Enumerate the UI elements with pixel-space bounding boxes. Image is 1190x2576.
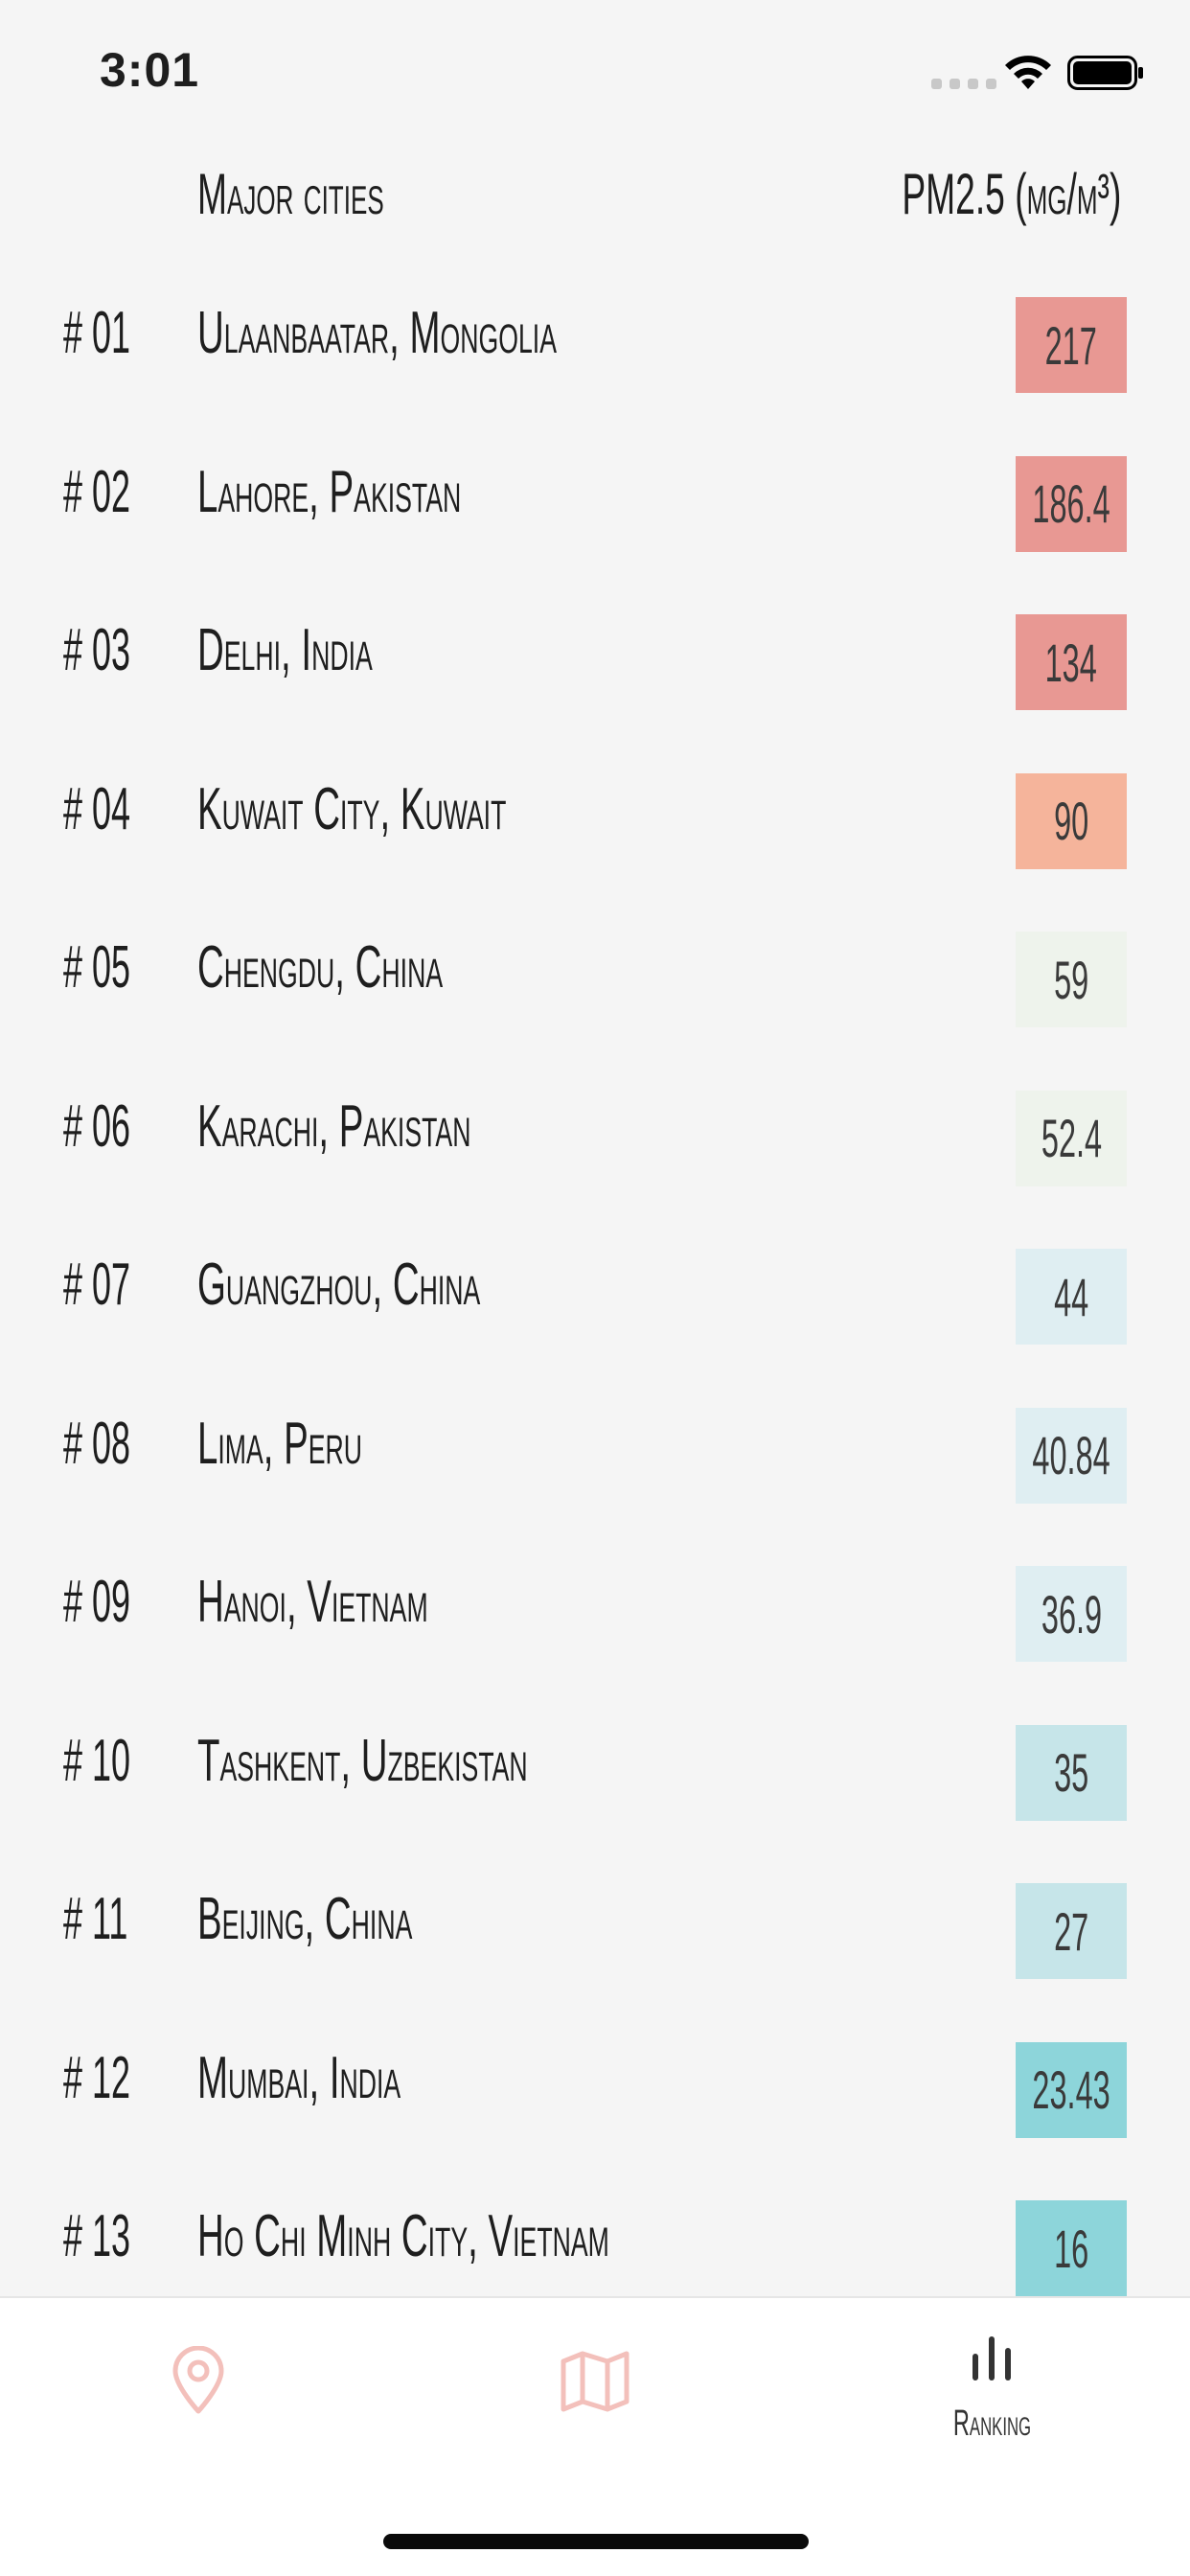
rank-number: # 03	[63, 617, 130, 683]
tab-ranking[interactable]: Ranking	[793, 2298, 1190, 2490]
city-name: Karachi, Pakistan	[197, 1092, 471, 1160]
cellular-signal-icon	[931, 79, 996, 89]
pm25-badge: 27	[1016, 1883, 1127, 1979]
pm25-value: 36.9	[1041, 1583, 1102, 1644]
pm25-value: 23.43	[1032, 2059, 1110, 2120]
pm25-value: 40.84	[1032, 1425, 1110, 1485]
pm25-badge: 35	[1016, 1724, 1127, 1821]
wifi-icon	[1005, 56, 1051, 89]
list-header: Major cities PM2.5 (μg/m³)	[0, 153, 1190, 240]
pm25-value: 90	[1053, 791, 1089, 851]
bar-chart-icon	[973, 2336, 1011, 2380]
city-name: Ulaanbaatar, Mongolia	[197, 300, 557, 366]
rank-number: # 09	[63, 1569, 130, 1635]
city-name: Ho Chi Minh City, Vietnam	[197, 2203, 609, 2269]
location-pin-icon	[172, 2346, 224, 2414]
rank-number: # 05	[63, 934, 130, 1000]
city-name: Hanoi, Vietnam	[197, 1569, 428, 1635]
pm25-value: 27	[1053, 1900, 1089, 1962]
city-name: Tashkent, Uzbekistan	[197, 1727, 528, 1794]
rank-number: # 10	[63, 1727, 130, 1794]
ranking-row[interactable]: # 03 Delhi, India 134	[0, 566, 1190, 725]
rank-number: # 02	[63, 458, 130, 525]
battery-icon	[1067, 56, 1143, 90]
pm25-value: 186.4	[1032, 473, 1110, 534]
pm25-value: 44	[1053, 1266, 1089, 1327]
rank-number: # 13	[63, 2203, 130, 2269]
ranking-row[interactable]: # 06 Karachi, Pakistan 52.4	[0, 1043, 1190, 1202]
ranking-row[interactable]: # 10 Tashkent, Uzbekistan 35	[0, 1677, 1190, 1836]
tab-map[interactable]	[397, 2298, 793, 2490]
tab-ranking-text: Ranking	[952, 2404, 1031, 2444]
status-time: 3:01	[100, 43, 200, 97]
city-name: Guangzhou, China	[197, 1252, 481, 1318]
pm25-value: 134	[1044, 632, 1098, 693]
ranking-row[interactable]: # 11 Beijing, China 27	[0, 1835, 1190, 1994]
ranking-row[interactable]: # 02 Lahore, Pakistan 186.4	[0, 408, 1190, 567]
ranking-row[interactable]: # 12 Mumbai, India 23.43	[0, 1994, 1190, 2153]
rank-number: # 01	[63, 300, 130, 366]
pm25-badge: 186.4	[1016, 455, 1127, 552]
pm25-value: 52.4	[1041, 1108, 1102, 1168]
map-icon	[561, 2351, 629, 2412]
ranking-row[interactable]: # 07 Guangzhou, China 44	[0, 1201, 1190, 1360]
ranking-row[interactable]: # 05 Chengdu, China 59	[0, 884, 1190, 1043]
pm25-badge: 134	[1016, 614, 1127, 710]
tab-ranking-label: Ranking	[793, 2404, 1190, 2445]
pm25-badge: 59	[1016, 932, 1127, 1027]
city-name: Lahore, Pakistan	[197, 458, 462, 525]
home-indicator[interactable]	[383, 2534, 809, 2549]
rank-number: # 04	[63, 775, 130, 842]
pm25-badge: 90	[1016, 772, 1127, 869]
city-name: Lima, Peru	[197, 1410, 363, 1477]
major-cities-heading: Major cities	[197, 162, 384, 226]
ranking-row[interactable]: # 09 Hanoi, Vietnam 36.9	[0, 1518, 1190, 1677]
pm25-value: 35	[1053, 1742, 1089, 1803]
city-name: Beijing, China	[197, 1886, 413, 1952]
pm25-badge: 40.84	[1016, 1407, 1127, 1504]
pm25-badge: 52.4	[1016, 1090, 1127, 1186]
tab-bar: Ranking	[0, 2296, 1190, 2576]
pm25-badge: 217	[1016, 297, 1127, 393]
pm25-value: 217	[1044, 314, 1098, 376]
rank-number: # 08	[63, 1410, 130, 1477]
ranking-row[interactable]: # 04 Kuwait City, Kuwait 90	[0, 725, 1190, 885]
city-ranking-list: # 01 Ulaanbaatar, Mongolia 217 # 02 Laho…	[0, 249, 1190, 2312]
ranking-row[interactable]: # 01 Ulaanbaatar, Mongolia 217	[0, 249, 1190, 408]
city-name: Kuwait City, Kuwait	[197, 775, 507, 842]
tab-location[interactable]	[0, 2298, 397, 2490]
rank-number: # 11	[63, 1886, 128, 1952]
city-name: Chengdu, China	[197, 934, 444, 1000]
pm25-badge: 23.43	[1016, 2041, 1127, 2138]
ranking-row[interactable]: # 08 Lima, Peru 40.84	[0, 1360, 1190, 1519]
city-name: Delhi, India	[197, 617, 373, 683]
pm25-badge: 16	[1016, 2200, 1127, 2296]
status-bar: 3:01	[0, 0, 1190, 144]
ranking-row[interactable]: # 13 Ho Chi Minh City, Vietnam 16	[0, 2152, 1190, 2312]
pm25-unit-heading: PM2.5 (μg/m³)	[902, 162, 1121, 226]
city-name: Mumbai, India	[197, 2044, 401, 2111]
pm25-value: 16	[1053, 2218, 1089, 2279]
rank-number: # 07	[63, 1252, 130, 1318]
pm25-value: 59	[1053, 949, 1089, 1010]
rank-number: # 12	[63, 2044, 130, 2111]
rank-number: # 06	[63, 1092, 130, 1160]
pm25-badge: 44	[1016, 1249, 1127, 1345]
pm25-badge: 36.9	[1016, 1566, 1127, 1662]
